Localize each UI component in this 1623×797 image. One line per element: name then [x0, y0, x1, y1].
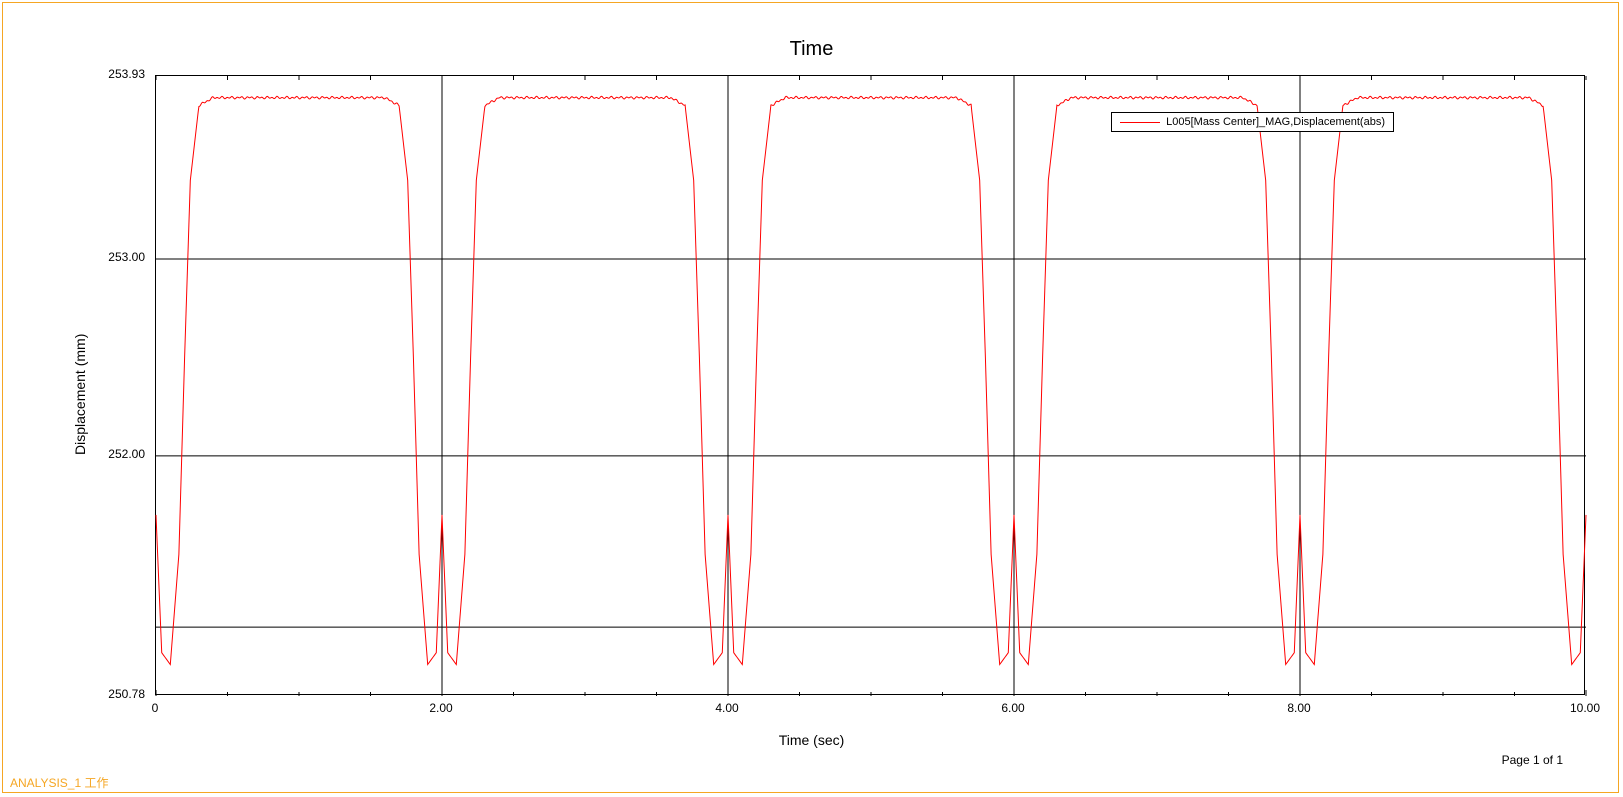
tick-label: 8.00 — [1287, 701, 1310, 715]
legend: L005[Mass Center]_MAG,Displacement(abs) — [1111, 112, 1394, 132]
tick-label: 0 — [152, 701, 159, 715]
tick-label: 252.00 — [108, 447, 145, 461]
tick-label: 10.00 — [1570, 701, 1600, 715]
tick-label: 2.00 — [429, 701, 452, 715]
footer-right: Page 1 of 1 — [1502, 753, 1563, 767]
legend-line — [1120, 122, 1160, 123]
x-axis-label: Time (sec) — [0, 732, 1623, 748]
plot-area: L005[Mass Center]_MAG,Displacement(abs) — [155, 75, 1585, 695]
footer-left: ANALYSIS_1 工作 — [10, 774, 109, 791]
y-axis-label: Displacement (mm) — [72, 334, 88, 455]
tick-label: 250.78 — [108, 687, 145, 701]
tick-label: 4.00 — [715, 701, 738, 715]
tick-label: 253.93 — [108, 67, 145, 81]
tick-label: 253.00 — [108, 250, 145, 264]
chart-title: Time — [0, 38, 1623, 61]
tick-label: 6.00 — [1001, 701, 1024, 715]
legend-label: L005[Mass Center]_MAG,Displacement(abs) — [1166, 116, 1385, 128]
plot-svg — [156, 76, 1586, 696]
